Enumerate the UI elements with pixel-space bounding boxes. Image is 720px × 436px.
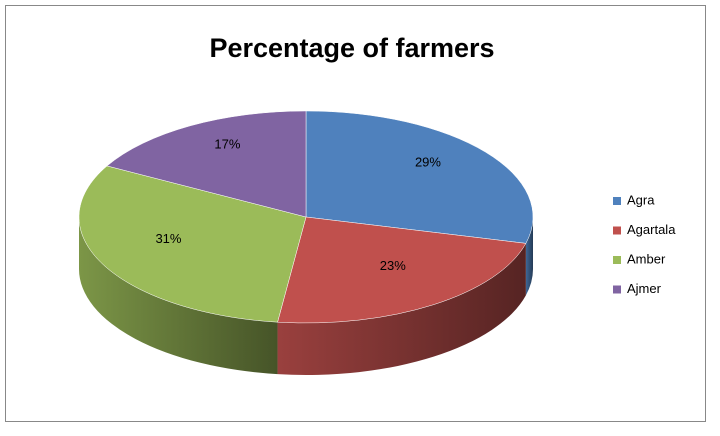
legend-swatch (613, 285, 621, 294)
slice (106, 110, 307, 218)
legend-label: Agartala (627, 222, 676, 237)
legend-label: Ajmer (627, 281, 662, 296)
slice (78, 165, 307, 323)
slice-side (79, 217, 278, 375)
legend-swatch (613, 197, 621, 205)
legend-label: Amber (627, 251, 666, 266)
chart-title: Percentage of farmers (209, 33, 494, 63)
legend-swatch (613, 226, 621, 235)
legend-swatch (613, 256, 621, 264)
slice-side (277, 243, 526, 375)
data-label: 17% (214, 136, 240, 151)
legend-label: Agra (627, 192, 655, 207)
slice (305, 110, 534, 244)
slice-side (525, 217, 533, 296)
data-label: 23% (380, 258, 406, 273)
data-label: 29% (415, 154, 441, 169)
data-label: 31% (155, 231, 181, 246)
slice (277, 216, 527, 324)
